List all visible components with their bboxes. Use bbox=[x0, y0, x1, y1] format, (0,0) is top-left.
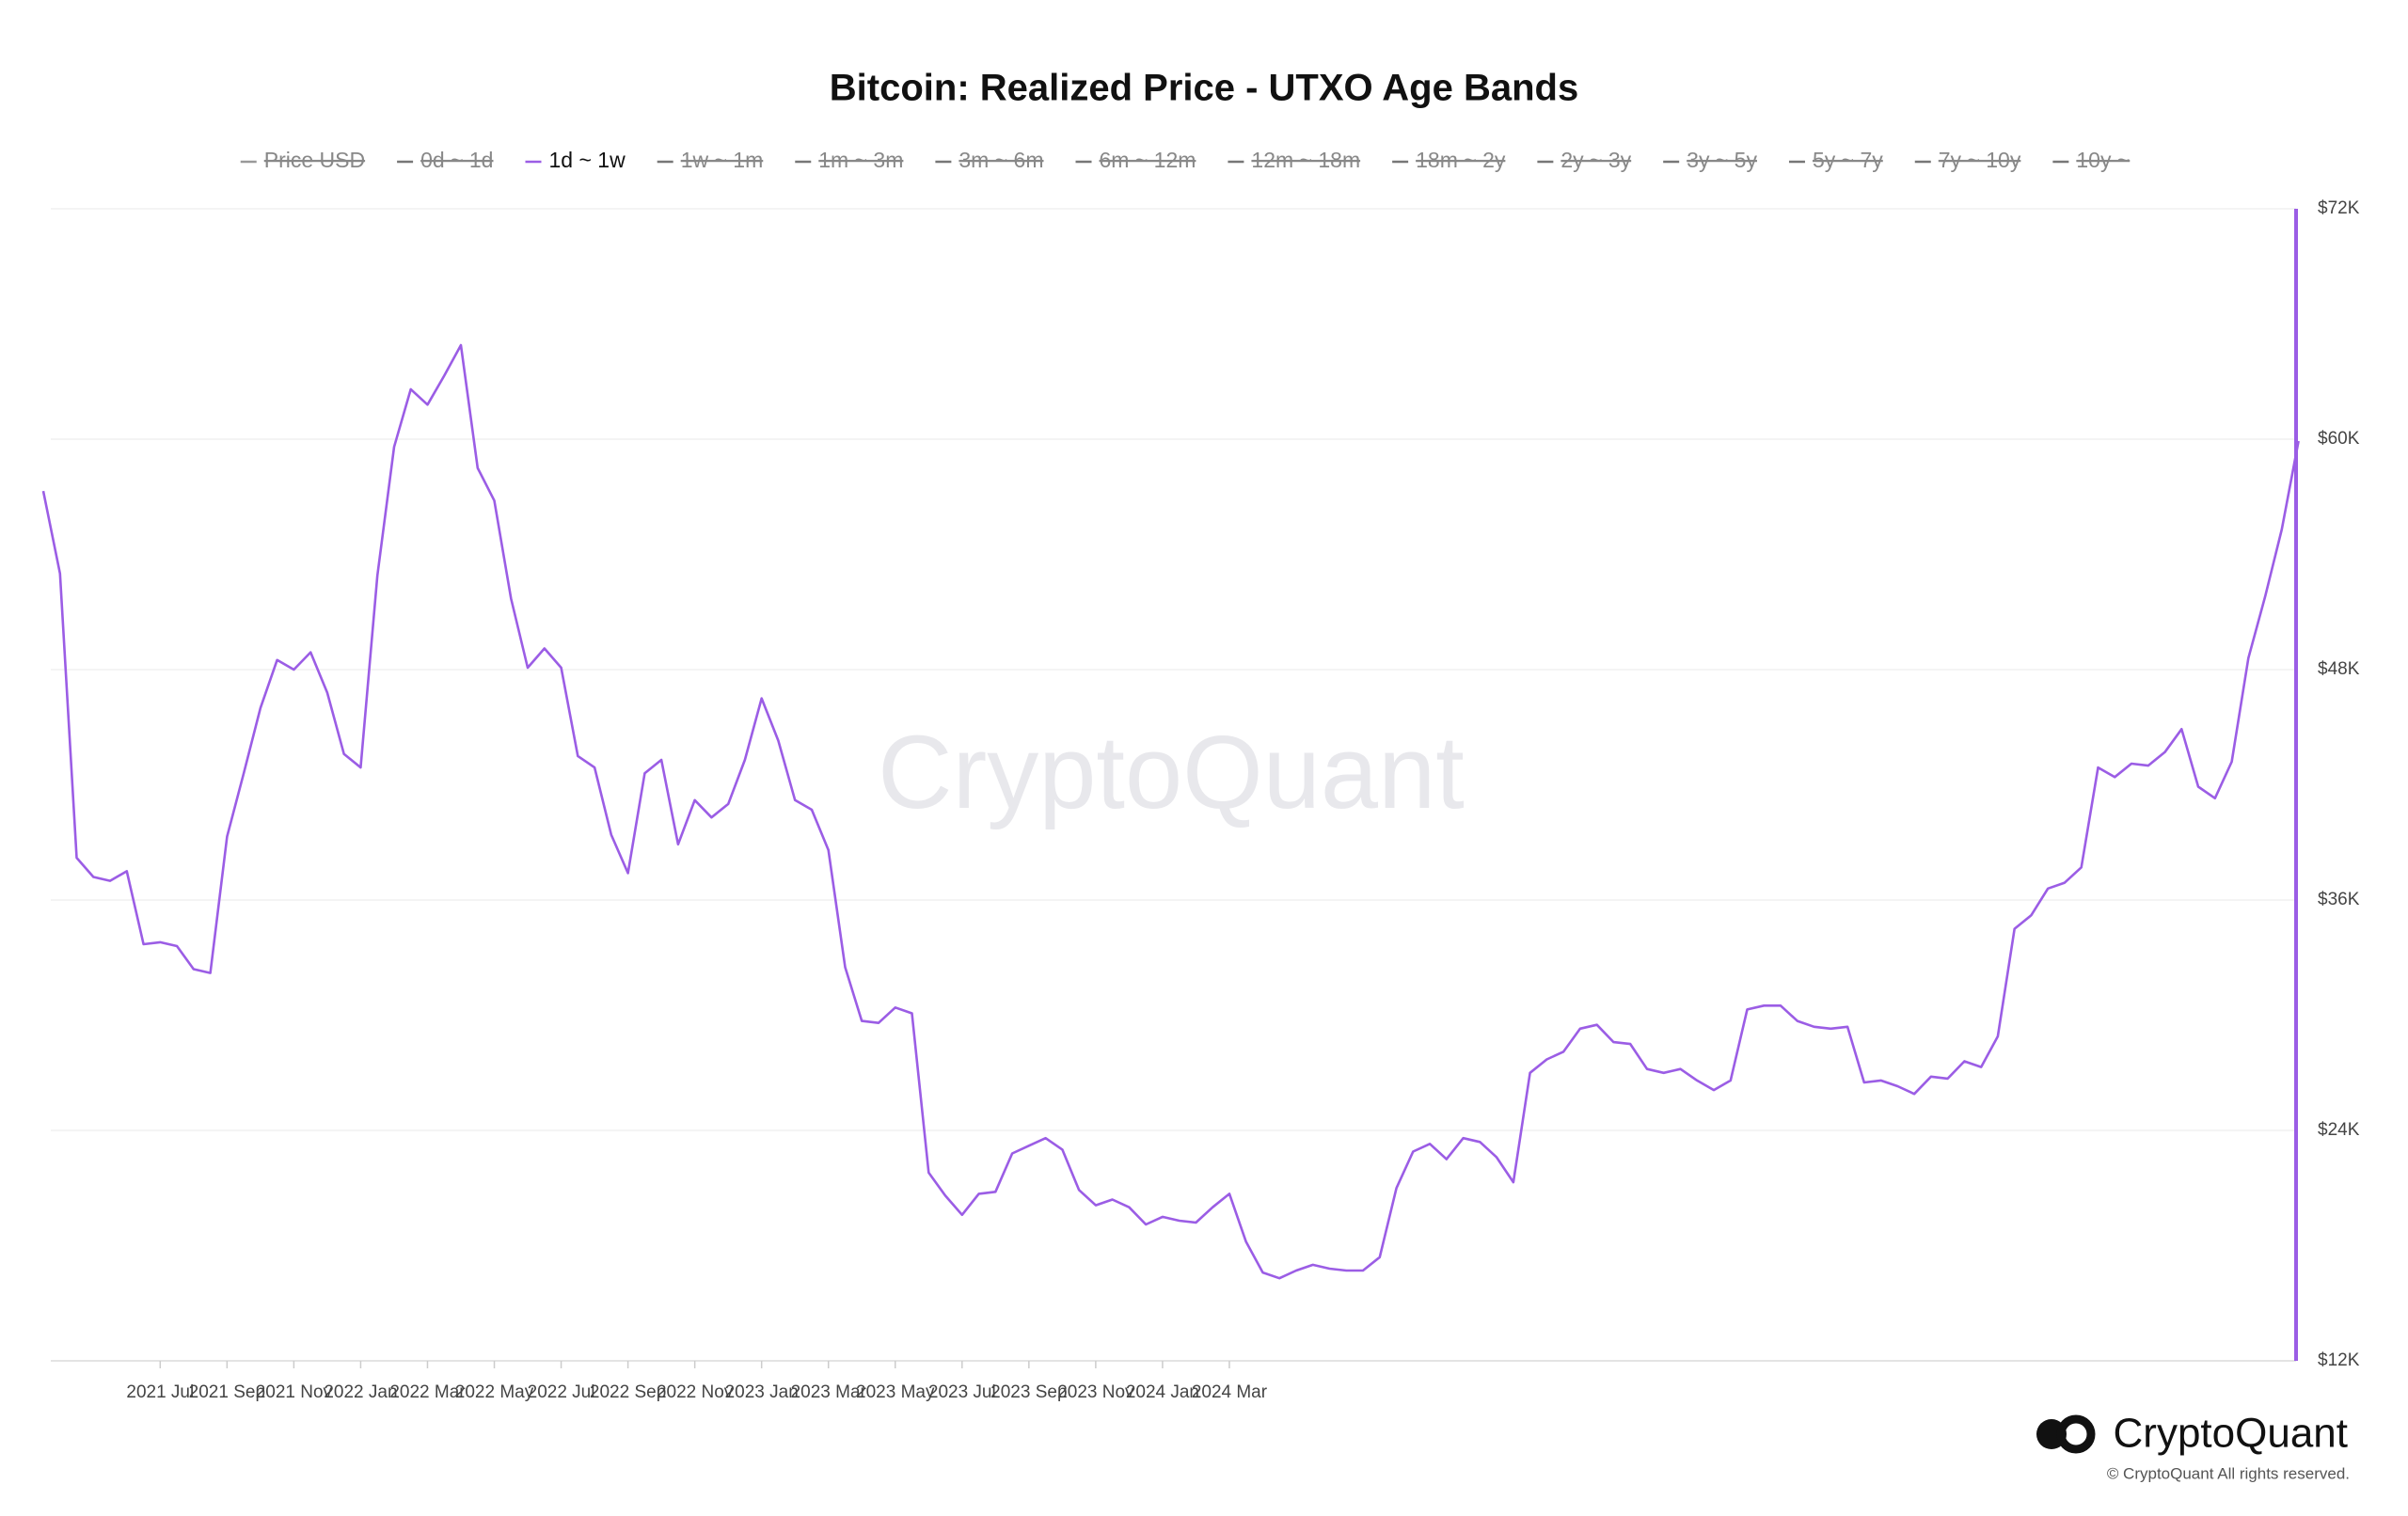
legend-item[interactable]: 6m ~ 12m bbox=[1075, 148, 1196, 172]
legend-item[interactable]: 1d ~ 1w bbox=[525, 148, 626, 172]
x-tick-label: 2023 Mar bbox=[791, 1382, 867, 1402]
legend-label: 5y ~ 7y bbox=[1813, 148, 1883, 172]
x-tick-label: 2024 Mar bbox=[1192, 1382, 1268, 1402]
logo-mark bbox=[2056, 1414, 2096, 1454]
y-tick-label: $12K bbox=[2318, 1350, 2360, 1370]
legend-label: 1m ~ 3m bbox=[818, 148, 903, 172]
legend-label: 0d ~ 1d bbox=[420, 148, 493, 172]
brand: CryptoQuant bbox=[2114, 1411, 2348, 1457]
legend-label: 3m ~ 6m bbox=[958, 148, 1043, 172]
x-tick-label: 2022 May bbox=[455, 1382, 534, 1402]
legend-label: 1d ~ 1w bbox=[548, 148, 626, 172]
legend-item[interactable]: 1m ~ 3m bbox=[795, 148, 903, 172]
legend-label: Price USD bbox=[264, 148, 365, 172]
legend-item[interactable]: 0d ~ 1d bbox=[397, 148, 493, 172]
x-tick-label: 2023 Sep bbox=[990, 1382, 1067, 1402]
y-tick-label: $48K bbox=[2318, 659, 2360, 679]
x-tick-label: 2024 Jan bbox=[1126, 1382, 1199, 1402]
x-tick-label: 2022 Jul bbox=[528, 1382, 595, 1402]
x-tick-label: 2022 Sep bbox=[590, 1382, 666, 1402]
legend-label: 18m ~ 2y bbox=[1416, 148, 1506, 172]
legend-item[interactable]: 1w ~ 1m bbox=[657, 148, 764, 172]
y-tick-label: $24K bbox=[2318, 1120, 2360, 1140]
legend-item[interactable]: 2y ~ 3y bbox=[1537, 148, 1632, 172]
x-tick-label: 2021 Jul bbox=[126, 1382, 194, 1402]
y-tick-label: $60K bbox=[2318, 429, 2360, 449]
legend-label: 3y ~ 5y bbox=[1687, 148, 1757, 172]
legend-item[interactable]: 18m ~ 2y bbox=[1392, 148, 1506, 172]
y-tick-label: $72K bbox=[2318, 198, 2360, 218]
legend-item[interactable]: 3y ~ 5y bbox=[1663, 148, 1757, 172]
y-tick-label: $36K bbox=[2318, 890, 2360, 909]
x-tick-label: 2022 Mar bbox=[389, 1382, 466, 1402]
legend-item[interactable]: 10y ~ bbox=[2052, 148, 2130, 172]
legend-label: 10y ~ bbox=[2076, 148, 2130, 172]
legend-label: 7y ~ 10y bbox=[1939, 148, 2021, 172]
brand-logo bbox=[2036, 1414, 2096, 1454]
x-tick-label: 2023 Jul bbox=[928, 1382, 996, 1402]
watermark: CryptoQuant bbox=[878, 715, 1465, 830]
x-tick-label: 2023 May bbox=[856, 1382, 935, 1402]
copyright: © CryptoQuant All rights reserved. bbox=[2107, 1464, 2350, 1482]
legend-item[interactable]: 12m ~ 18m bbox=[1228, 148, 1360, 172]
line-series bbox=[41, 343, 2300, 1280]
x-tick-label: 2023 Nov bbox=[1057, 1382, 1134, 1402]
x-tick-label: 2022 Nov bbox=[657, 1382, 734, 1402]
legend: Price USD 0d ~ 1d 1d ~ 1w 1w ~ 1m 1m ~ 3m 3m … bbox=[240, 148, 2130, 172]
legend-label: 6m ~ 12m bbox=[1100, 148, 1196, 172]
legend-label: 12m ~ 18m bbox=[1251, 148, 1360, 172]
chart-title: Bitcoin: Realized Price - UTXO Age Bands bbox=[830, 68, 1578, 109]
x-tick-label: 2021 Nov bbox=[256, 1382, 333, 1402]
legend-label: 1w ~ 1m bbox=[681, 148, 764, 172]
x-tick-label: 2023 Jan bbox=[725, 1382, 799, 1402]
legend-label: 2y ~ 3y bbox=[1560, 148, 1631, 172]
legend-item[interactable]: 5y ~ 7y bbox=[1788, 148, 1883, 172]
x-tick-label: 2022 Jan bbox=[324, 1382, 397, 1402]
legend-item[interactable]: 7y ~ 10y bbox=[1914, 148, 2021, 172]
legend-item[interactable]: 3m ~ 6m bbox=[935, 148, 1044, 172]
legend-item[interactable]: Price USD bbox=[240, 148, 365, 172]
x-tick-label: 2021 Sep bbox=[189, 1382, 265, 1402]
